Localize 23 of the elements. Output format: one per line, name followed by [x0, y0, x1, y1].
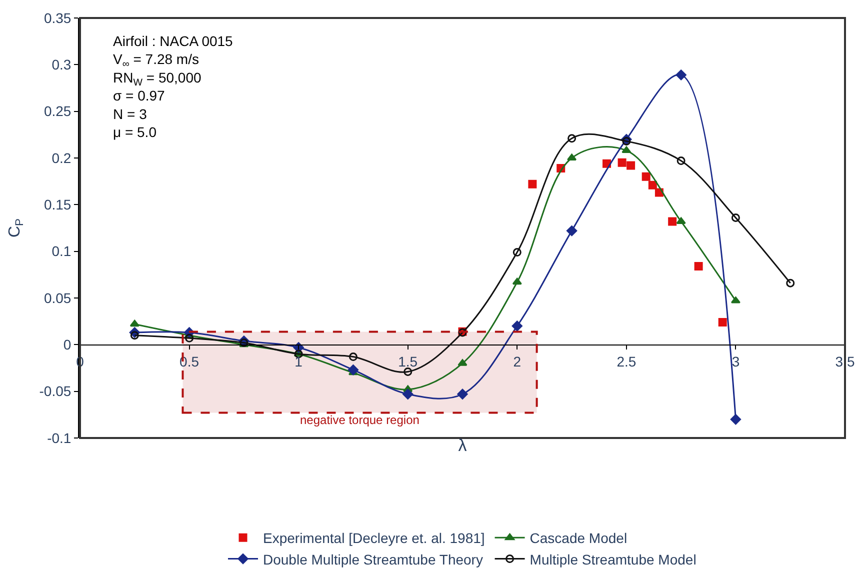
y-tick-label: 0.2	[52, 150, 72, 166]
band-label: negative torque region	[300, 413, 420, 427]
y-tick-label: 0.05	[44, 290, 72, 306]
x-tick-label: 1	[294, 353, 303, 370]
y-tick-label: 0.1	[52, 243, 72, 260]
x-tick-label: 2.5	[616, 353, 636, 370]
y-tick-label: -0.05	[39, 383, 72, 400]
y-tick-label: -0.1	[47, 430, 72, 446]
y-tick-label: 0.3	[52, 56, 72, 73]
x-tick-label: 2	[513, 353, 522, 370]
y-tick-label: 0.15	[44, 196, 72, 213]
y-tick-label: 0.25	[44, 103, 72, 120]
legend-label: Multiple Streamtube Model	[530, 551, 696, 568]
legend-label: Experimental [Decleyre et. al. 1981]	[263, 530, 485, 546]
y-tick-label: 0.35	[44, 10, 72, 26]
y-tick-label: 0	[63, 336, 72, 353]
legend-label: Cascade Model	[530, 530, 628, 546]
x-tick-label: 3	[732, 353, 740, 370]
x-tick-label: 0.5	[180, 353, 200, 370]
text: Airfoil : NACA 0015 V$_{∞}$ = 7.28 m/s RN$_{W}$ = 50,000 σ = 0.97 N = 3 μ = 5.0	[113, 33, 233, 140]
x-axis-title: λ	[458, 436, 468, 455]
x-tick-label: 1.5	[398, 353, 418, 370]
legend-label: Double Multiple Streamtube Theory	[263, 551, 483, 568]
